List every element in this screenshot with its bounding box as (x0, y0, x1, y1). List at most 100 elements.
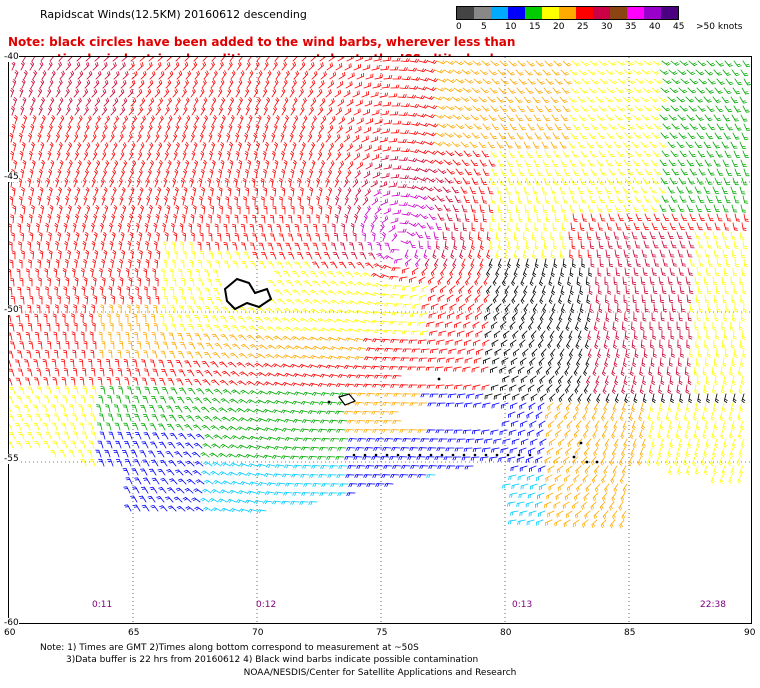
wind-barb (74, 195, 79, 206)
wind-barb (477, 249, 482, 260)
wind-barb (548, 375, 555, 385)
wind-barb (223, 343, 232, 350)
wind-barb (151, 350, 158, 359)
wind-barb (424, 141, 435, 146)
wind-barb (43, 377, 49, 386)
wind-barb (622, 420, 627, 431)
wind-barb (285, 261, 293, 269)
wind-barb (274, 141, 278, 152)
wind-barb (56, 213, 61, 224)
wind-barb (9, 341, 16, 350)
wind-barb (401, 211, 411, 216)
wind-barb (641, 249, 648, 258)
wind-barb (579, 132, 588, 140)
wind-barb (345, 309, 356, 314)
wind-barb (91, 322, 96, 332)
wind-barb (211, 489, 221, 494)
wind-barb (687, 222, 694, 230)
wind-barb (399, 85, 409, 89)
wind-barb (75, 231, 80, 242)
wind-barb (336, 428, 346, 433)
wind-barb-map[interactable] (8, 56, 753, 625)
wind-barb (488, 258, 493, 269)
wind-barb (121, 97, 128, 107)
wind-barb (190, 232, 195, 242)
wind-barb (597, 222, 604, 231)
wind-barb (529, 465, 537, 472)
wind-barb (15, 377, 22, 386)
wind-barb (93, 295, 98, 305)
wind-barb (219, 379, 229, 386)
wind-barb (320, 346, 331, 351)
wind-barb (364, 144, 372, 152)
wind-barb (512, 393, 520, 401)
wind-barb (201, 470, 211, 476)
wind-barb (165, 79, 172, 89)
wind-barb (382, 356, 392, 361)
wind-barb (559, 231, 564, 241)
wind-barb (94, 97, 101, 107)
wind-barb (417, 177, 428, 182)
wind-barb (424, 186, 434, 192)
wind-barb (275, 436, 286, 441)
wind-barb (734, 123, 742, 131)
wind-barb (718, 456, 723, 467)
wind-barb (174, 168, 179, 179)
lat-label: -55 (4, 454, 19, 464)
wind-barb (157, 57, 164, 62)
wind-barb (436, 195, 445, 202)
wind-barb (526, 519, 535, 526)
wind-barb (175, 97, 181, 107)
wind-barb (659, 357, 664, 367)
wind-barb (507, 456, 516, 463)
wind-barb (30, 186, 35, 197)
wind-barb (586, 294, 591, 305)
wind-barb (15, 313, 21, 323)
wind-barb (200, 406, 210, 413)
wind-barb (374, 74, 383, 80)
wind-barb (365, 465, 375, 470)
wind-barb (689, 303, 694, 313)
wind-barb (497, 159, 505, 167)
wind-barb (626, 123, 636, 130)
island-heard (338, 393, 357, 406)
wind-barb (613, 420, 618, 431)
wind-barb (614, 294, 619, 304)
quality-flag-circle (462, 453, 466, 457)
wind-barb (651, 438, 656, 449)
wind-barb (223, 260, 230, 269)
wind-barb (29, 61, 35, 71)
wind-barb (535, 501, 543, 508)
wind-barb (19, 341, 25, 350)
wind-barb (39, 186, 44, 197)
wind-barb (485, 348, 493, 356)
wind-barb (545, 78, 554, 85)
wind-barb (704, 294, 709, 304)
wind-barb (732, 177, 739, 186)
wind-barb (580, 150, 588, 158)
wind-barb (465, 294, 472, 303)
wind-barb (297, 214, 302, 224)
wind-barb (228, 123, 233, 134)
wind-barb (667, 276, 673, 285)
wind-barb (724, 195, 731, 204)
wind-barb (62, 331, 67, 341)
wind-barb (460, 186, 468, 194)
wind-barb (275, 70, 281, 80)
wind-barb (703, 276, 709, 286)
footer-line-1: Note: 1) Times are GMT 2)Times along bot… (40, 643, 419, 653)
wind-barb (20, 123, 25, 134)
wind-barb (124, 504, 132, 512)
wind-barb (248, 325, 258, 332)
wind-barb (125, 477, 133, 485)
wind-barb (125, 331, 130, 341)
wind-barb (619, 411, 624, 422)
wind-barb (335, 337, 346, 342)
wind-barb (248, 114, 253, 125)
wind-barb (512, 348, 520, 357)
wind-barb (283, 491, 293, 496)
wind-barb (706, 285, 712, 295)
wind-barb (427, 59, 438, 64)
wind-barb (706, 60, 716, 67)
wind-barb (110, 195, 115, 206)
